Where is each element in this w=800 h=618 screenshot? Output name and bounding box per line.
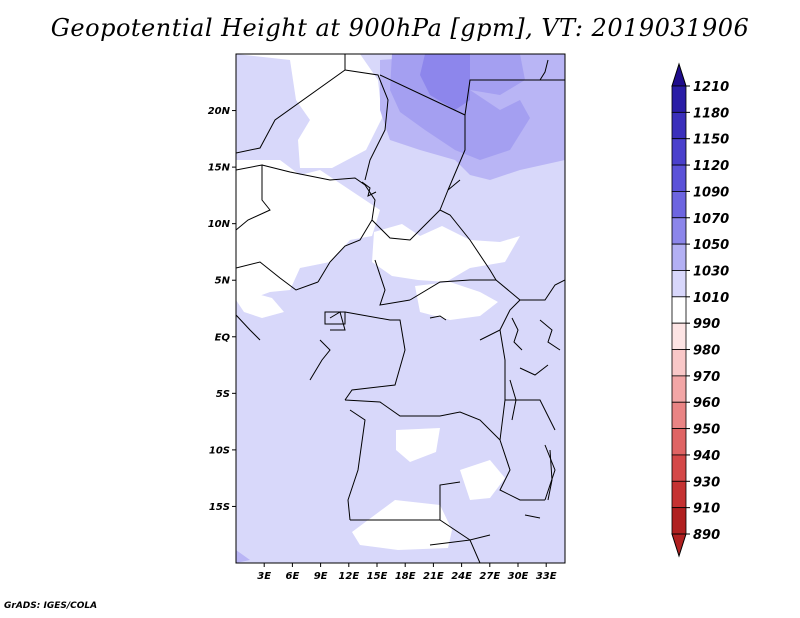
colorbar-swatch xyxy=(671,401,687,429)
lon-tick-label: 27E xyxy=(479,571,500,582)
colorbar-label: 960 xyxy=(693,396,720,411)
colorbar-swatch xyxy=(671,270,687,298)
lat-tick-label: 10S xyxy=(209,445,230,456)
colorbar-swatch xyxy=(671,375,687,403)
colorbar-label: 910 xyxy=(693,502,720,517)
lat-tick-label: 15S xyxy=(209,502,230,513)
lon-tick-label: 9E xyxy=(314,571,328,582)
colorbar-swatch xyxy=(671,111,687,140)
colorbar-label: 1210 xyxy=(693,80,729,95)
colorbar-label: 1150 xyxy=(693,133,729,148)
longitude-axis: 3E 6E 9E 12E 15E 18E 21E 24E 27E 30E 33E xyxy=(257,563,557,582)
lon-tick-label: 24E xyxy=(451,571,472,582)
lat-tick-label: 10N xyxy=(208,219,231,230)
lon-tick-label: 3E xyxy=(257,571,271,582)
colorbar-swatch xyxy=(671,296,687,324)
lon-tick-label: 18E xyxy=(395,571,416,582)
colorbar-label: 980 xyxy=(693,344,720,359)
colorbar-label: 1120 xyxy=(693,159,729,174)
latitude-axis: 20N 15N 10N 5N EQ 5S 10S 15S xyxy=(208,106,236,513)
colorbar-label: 990 xyxy=(693,317,720,332)
colorbar-swatch xyxy=(671,428,687,456)
colorbar-label: 890 xyxy=(693,528,720,543)
lon-tick-label: 30E xyxy=(508,571,529,582)
colorbar-swatch xyxy=(671,138,687,166)
colorbar-bottom-arrow xyxy=(671,533,687,558)
lat-tick-label: 20N xyxy=(208,106,231,117)
lat-tick-label: 15N xyxy=(208,163,231,174)
lon-tick-label: 33E xyxy=(536,571,557,582)
colorbar-label: 1090 xyxy=(693,185,729,200)
colorbar-label: 1180 xyxy=(693,106,729,121)
border-box-gabon xyxy=(324,311,346,325)
colorbar-label: 930 xyxy=(693,475,720,490)
colorbar-swatch xyxy=(671,85,687,113)
map-frame xyxy=(235,53,566,564)
lon-tick-label: 12E xyxy=(338,571,359,582)
lon-tick-label: 6E xyxy=(286,571,300,582)
colorbar-swatch xyxy=(671,454,687,482)
lon-tick-label: 21E xyxy=(423,571,444,582)
colorbar-label: 1010 xyxy=(693,291,729,306)
lon-tick-label: 15E xyxy=(367,571,388,582)
lat-tick-label: 5N xyxy=(215,276,231,287)
map-panel xyxy=(235,53,566,564)
grads-credit: GrADS: IGES/COLA xyxy=(4,601,98,611)
field-white-areas xyxy=(236,54,520,550)
colorbar-label: 940 xyxy=(693,449,720,464)
colorbar-label: 950 xyxy=(693,423,720,438)
colorbar-top-arrow xyxy=(671,62,687,87)
lat-tick-label: EQ xyxy=(215,332,231,343)
colorbar: 1210 1180 1150 1120 1090 1070 1050 1030 1010 990 9… xyxy=(671,62,729,558)
colorbar-swatch xyxy=(671,217,687,245)
colorbar-swatch xyxy=(671,164,687,192)
colorbar-label: 1030 xyxy=(693,264,729,279)
field-high-areas xyxy=(236,54,565,563)
colorbar-swatch xyxy=(671,349,687,377)
colorbar-swatch xyxy=(671,480,687,509)
colorbar-label: 1050 xyxy=(693,238,729,253)
chart-title: Geopotential Height at 900hPa [gpm], VT:… xyxy=(50,14,750,42)
colorbar-swatch xyxy=(671,243,687,271)
colorbar-label: 1070 xyxy=(693,212,729,227)
colorbar-swatch xyxy=(671,322,687,350)
colorbar-swatch xyxy=(671,191,687,219)
colorbar-label: 970 xyxy=(693,370,720,385)
colorbar-swatch xyxy=(671,507,687,535)
country-borders xyxy=(236,54,565,563)
lat-tick-label: 5S xyxy=(216,389,230,400)
